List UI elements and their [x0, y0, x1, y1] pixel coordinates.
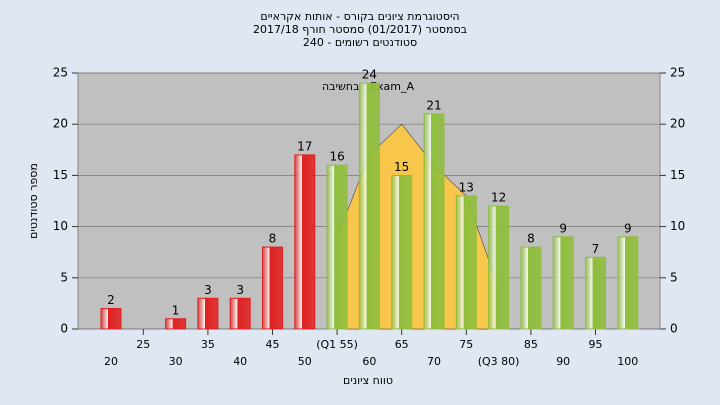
x-tick-label: 40: [233, 355, 247, 368]
bar: [617, 236, 639, 330]
value-label: 3: [204, 283, 212, 297]
chart-subtitle: בסמסטר (01/2017) סמסטר חורף 2017/18: [253, 23, 467, 36]
value-label: 8: [269, 232, 277, 246]
bar: [520, 246, 542, 330]
y-axis-label: מספר סטודנטים: [27, 163, 40, 239]
value-label: 15: [394, 160, 409, 174]
y2-tick-label: 10: [670, 219, 685, 233]
x-tick-label: 60: [362, 355, 376, 368]
x-tick-label: 85: [524, 338, 538, 351]
y-tick-label: 15: [53, 168, 68, 182]
value-label: 17: [297, 139, 312, 153]
bar: [165, 318, 187, 330]
value-label: 3: [236, 283, 244, 297]
x-tick-label: 35: [201, 338, 215, 351]
y-tick-label: 0: [60, 322, 68, 336]
y2-tick-label: 0: [670, 322, 678, 336]
bar: [197, 297, 219, 330]
value-label: 24: [362, 68, 377, 82]
bar: [100, 308, 122, 330]
value-label: 7: [592, 242, 600, 256]
x-tick-label: 100: [617, 355, 638, 368]
x-tick-label: 45: [266, 338, 280, 351]
x-tick-label: 95: [589, 338, 603, 351]
value-label: 16: [329, 150, 344, 164]
x-tick-label: 25: [136, 338, 150, 351]
x-tick-label: (Q1 55): [316, 338, 358, 351]
bar: [326, 164, 348, 330]
bar: [552, 236, 574, 330]
bar: [585, 256, 606, 330]
x-tick-label: 70: [427, 355, 441, 368]
x-tick-label: 75: [459, 338, 473, 351]
value-label: 2: [107, 293, 115, 307]
x-tick-label: 90: [556, 355, 570, 368]
x-tick-label: 30: [169, 355, 183, 368]
chart-title: היסטוגרמת ציונים בקורס - אותות אקראיים: [260, 10, 459, 23]
value-label: 21: [426, 98, 441, 112]
x-tick-label: 65: [395, 338, 409, 351]
bar: [294, 154, 316, 330]
x-tick-label: 50: [298, 355, 312, 368]
y-tick-label: 10: [53, 219, 68, 233]
bar: [391, 174, 413, 330]
value-label: 12: [491, 191, 506, 205]
x-axis-label: טווח ציונים: [343, 374, 393, 387]
bar: [423, 113, 445, 330]
value-label: 9: [559, 221, 567, 235]
chart-subtitle: סטודנטים רשומים - 240: [303, 36, 417, 49]
x-tick-label: 20: [104, 355, 118, 368]
value-label: 9: [624, 221, 632, 235]
y2-tick-label: 15: [670, 168, 685, 182]
x-tick-label: (Q3 80): [478, 355, 520, 368]
bar: [455, 195, 477, 330]
bar: [229, 297, 251, 330]
y-tick-label: 5: [60, 270, 68, 284]
y2-tick-label: 5: [670, 270, 678, 284]
y2-tick-label: 20: [670, 117, 685, 131]
bar: [488, 205, 510, 330]
y2-tick-label: 25: [670, 66, 685, 80]
y-tick-label: 25: [53, 66, 68, 80]
bar: [262, 246, 283, 330]
value-label: 13: [459, 180, 474, 194]
value-label: 1: [172, 303, 180, 317]
value-label: 8: [527, 232, 535, 246]
y-tick-label: 20: [53, 117, 68, 131]
bar: [358, 82, 380, 330]
